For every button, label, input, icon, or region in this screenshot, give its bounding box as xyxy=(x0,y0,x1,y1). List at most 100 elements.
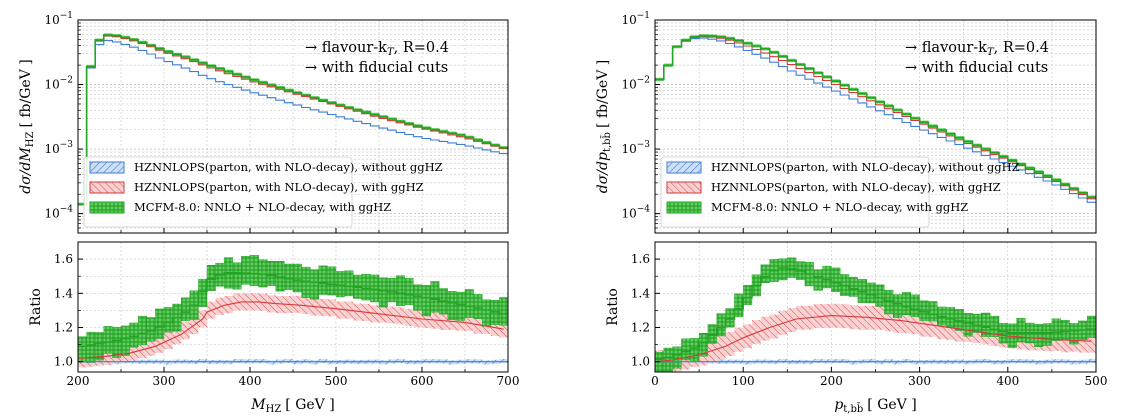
blue-ratio-band-bin xyxy=(981,358,991,363)
green-ratio-band-bin xyxy=(1086,315,1097,338)
red-ratio-band-bin xyxy=(893,308,902,333)
legend-entry: HZNNLOPS(parton, with NLO-decay), with g… xyxy=(711,180,1001,194)
red-ratio-band-bin xyxy=(875,305,885,330)
annotation-jet-radius: , R=0.4 xyxy=(394,40,449,56)
green-ratio-band-bin xyxy=(206,265,216,291)
legend-swatch xyxy=(89,181,125,194)
blue-ratio-band-bin xyxy=(849,360,858,365)
blue-ratio-band-bin xyxy=(284,358,293,363)
green-ratio-band-bin xyxy=(275,261,285,292)
top-y-axis-ticks: 10−1 10−2 10−3 10−4 xyxy=(621,11,660,229)
x-tick-label: 200 xyxy=(67,374,90,388)
x-axis-label-unit: [ GeV ] xyxy=(285,397,334,413)
green-ratio-band-bin xyxy=(901,292,912,315)
red-ratio-band-bin xyxy=(849,305,858,330)
annotation-cuts: → with fiducial cuts xyxy=(305,60,448,76)
green-ratio-band-bin xyxy=(456,291,466,321)
green-ratio-band-bin xyxy=(267,261,277,287)
red-ratio-band-bin xyxy=(293,295,302,313)
green-ratio-band-bin xyxy=(954,309,964,331)
x-tick-label: 500 xyxy=(1085,374,1108,388)
top-y-axis-ticks: 10−1 10−2 10−3 10−4 xyxy=(44,11,83,229)
green-ratio-band-bin xyxy=(1042,323,1053,346)
top-curves xyxy=(78,33,508,206)
x-axis-label-main: p xyxy=(834,397,843,413)
legend: HZNNLOPS(parton, with NLO-decay), withou… xyxy=(660,156,1020,228)
green-ratio-band-bin xyxy=(848,277,859,297)
blue-ratio-band-bin xyxy=(963,360,973,365)
ratio-tick-label: 1.0 xyxy=(54,355,73,369)
ratio-tick-label: 1.6 xyxy=(54,252,73,266)
y-tick-exponent: −4 xyxy=(60,205,74,215)
top-y-axis-label-sub: HZ xyxy=(25,131,36,147)
y-tick-exponent: −3 xyxy=(637,140,651,150)
legend: HZNNLOPS(parton, with NLO-decay), withou… xyxy=(83,156,443,228)
green-ratio-band-bin xyxy=(249,255,259,287)
legend-box xyxy=(83,156,353,228)
green-series-top xyxy=(78,34,508,205)
y-tick-label: 10−4 xyxy=(44,205,73,221)
ratio-tick-label: 1.4 xyxy=(631,286,650,300)
green-ratio-band-bin xyxy=(318,265,328,295)
top-y-axis-label-unit: [ fb/GeV ] xyxy=(595,60,611,128)
green-ratio-band-bin xyxy=(447,291,457,321)
top-y-axis-label-main: dσ/dM xyxy=(18,147,34,194)
green-ratio-band-bin xyxy=(672,346,682,369)
green-ratio-band-bin xyxy=(919,300,929,321)
green-ratio-band-bin xyxy=(198,278,208,307)
x-axis-label-sub: HZ xyxy=(266,404,282,415)
blue-ratio-band-bin xyxy=(267,360,276,365)
red-ratio-band-bin xyxy=(336,301,345,319)
x-tick-label: 400 xyxy=(239,374,262,388)
red-ratio-band-bin xyxy=(267,295,276,313)
green-ratio-band-bin xyxy=(875,284,885,307)
ratio-tick-label: 1.2 xyxy=(631,321,650,335)
green-ratio-band-bin xyxy=(743,285,753,305)
top-y-axis-label: dσ/dMHZ [ fb/GeV ] xyxy=(18,59,36,193)
green-ratio-band-bin xyxy=(1007,323,1017,348)
ratio-tick-label: 1.2 xyxy=(54,321,73,335)
x-axis-ticks: 0 100 200 300 400 500 xyxy=(651,228,1107,388)
ratio-y-axis-ticks: 1.0 1.2 1.4 1.6 xyxy=(631,252,660,369)
annotation-jet-sub: T xyxy=(387,47,395,58)
red-ratio-band-bin xyxy=(275,296,285,314)
x-tick-label: 300 xyxy=(153,374,176,388)
green-ratio-band-bin xyxy=(464,289,474,318)
red-ratio-band-bin xyxy=(752,320,761,344)
green-ratio-band-bin xyxy=(963,313,973,337)
red-ratio-band-bin xyxy=(353,303,362,321)
green-ratio-band-bin xyxy=(1016,318,1026,343)
green-ratio-band-bin xyxy=(910,294,920,317)
green-ratio-band-bin xyxy=(840,274,850,296)
green-ratio-band-bin xyxy=(344,270,354,297)
red-series-ratio xyxy=(77,301,504,359)
green-ratio-band-bin xyxy=(884,289,894,315)
red-ratio-band-bin xyxy=(439,312,448,330)
x-axis-ticks: 200 300 400 500 600 700 xyxy=(67,228,519,388)
green-ratio-band-bin xyxy=(972,313,982,333)
red-ratio-band-bin xyxy=(813,304,823,328)
green-ratio-band-bin xyxy=(404,278,414,306)
y-tick-exponent: −1 xyxy=(60,11,73,21)
annotation-jet-algorithm: → flavour-kT, R=0.4 xyxy=(305,40,449,58)
red-ratio-band-bin xyxy=(760,316,770,341)
legend-swatch xyxy=(666,201,702,214)
blue-ratio-band-bin xyxy=(482,360,491,365)
green-ratio-band-bin xyxy=(866,282,876,304)
blue-series-top xyxy=(655,37,1096,203)
ratio-y-axis-ticks: 1.0 1.2 1.4 1.6 xyxy=(54,252,83,369)
green-ratio-band-bin xyxy=(103,326,113,354)
blue-ratio-band-bin xyxy=(813,358,823,363)
top-y-axis-label-unit: [ fb/GeV ] xyxy=(18,59,34,127)
annotation-jet-text: → flavour-k xyxy=(905,40,987,56)
annotation-jet-sub: T xyxy=(987,47,995,58)
green-series-top xyxy=(655,35,1096,198)
green-ratio-band-bin xyxy=(180,297,190,322)
y-tick-exponent: −2 xyxy=(60,76,73,86)
x-axis-label: pt,bb̄ [ GeV ] xyxy=(834,397,916,415)
top-curves xyxy=(655,34,1096,203)
green-ratio-band-bin xyxy=(129,322,139,348)
y-tick-label: 10−1 xyxy=(44,11,73,27)
annotation-jet-text: → flavour-k xyxy=(305,40,387,56)
